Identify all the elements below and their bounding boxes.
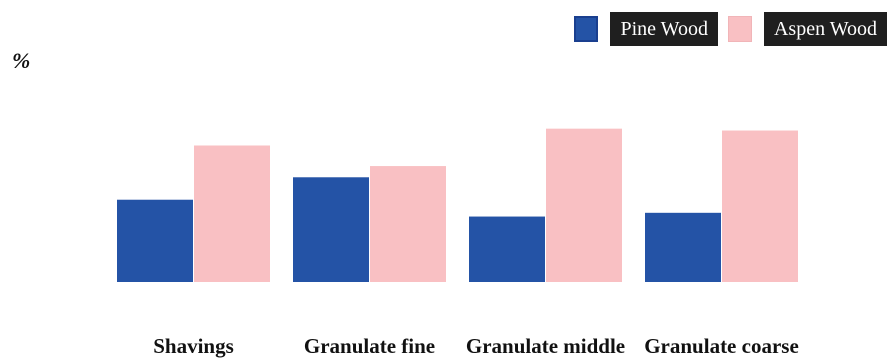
x-tick-label-3: Granulate coarse [644,334,799,358]
x-tick-label-0: Shavings [153,334,234,358]
legend-swatch-aspen [727,16,752,42]
legend-item-aspen: Aspen Wood [727,12,887,46]
bar-aspen-2 [546,128,622,282]
bar-pine-1 [293,177,369,282]
x-tick-label-2: Granulate middle [466,334,625,358]
bar-pine-3 [645,212,721,282]
bar-aspen-3 [722,130,798,282]
bar-aspen-0 [194,145,270,282]
bar-pine-0 [117,199,193,282]
bar-aspen-1 [370,166,446,282]
legend-label-pine: Pine Wood [610,12,718,46]
legend-item-pine: Pine Wood [574,12,718,46]
bar-pine-2 [469,216,545,282]
legend: Pine Wood Aspen Wood [564,12,887,46]
legend-label-aspen: Aspen Wood [763,12,887,46]
x-tick-label-1: Granulate fine [304,334,435,358]
y-unit-label: % [12,48,31,73]
legend-swatch-pine [574,16,599,42]
